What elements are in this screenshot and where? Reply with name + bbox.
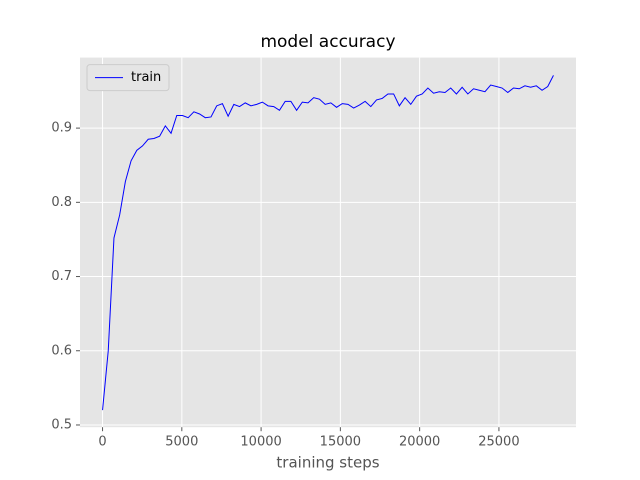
y-tick-label: 0.6 bbox=[51, 343, 72, 358]
x-tick-label: 0 bbox=[98, 435, 106, 450]
x-tick-label: 15000 bbox=[320, 435, 361, 450]
x-tick-label: 10000 bbox=[240, 435, 281, 450]
chart-title: model accuracy bbox=[260, 32, 395, 52]
x-tick-label: 20000 bbox=[399, 435, 440, 450]
x-tick-label: 25000 bbox=[478, 435, 519, 450]
y-tick-label: 0.8 bbox=[51, 195, 72, 210]
legend-box bbox=[86, 64, 170, 92]
y-tick-label: 0.5 bbox=[51, 417, 72, 432]
legend-label: train bbox=[131, 70, 161, 85]
x-tick-label: 5000 bbox=[165, 435, 198, 450]
y-tick-label: 0.9 bbox=[51, 121, 72, 136]
y-tick-label: 0.7 bbox=[51, 269, 72, 284]
x-axis-label: training steps bbox=[276, 454, 379, 472]
plot-area bbox=[80, 57, 576, 428]
data-line bbox=[102, 75, 554, 411]
